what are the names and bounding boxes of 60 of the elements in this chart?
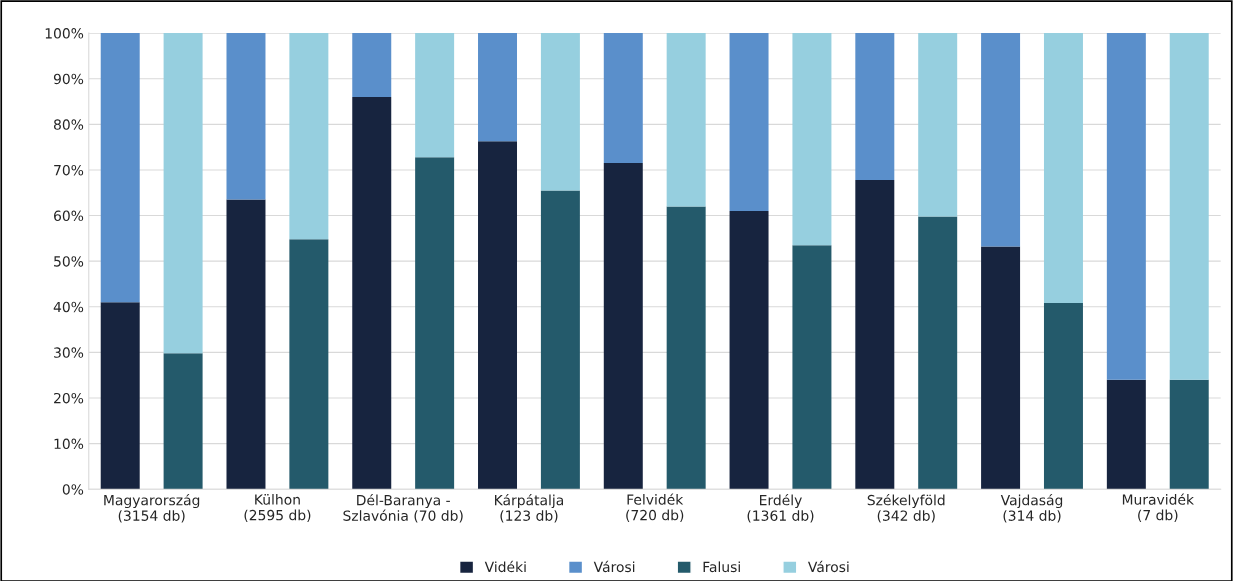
x-tick-label: Muravidék (7 db) bbox=[1122, 493, 1194, 522]
x-tick-label: Külhon (2595 db) bbox=[244, 494, 311, 522]
bar bbox=[478, 33, 518, 142]
bar bbox=[100, 302, 140, 490]
y-tick-label: 70% bbox=[54, 164, 84, 176]
y-tick-label: 50% bbox=[54, 256, 84, 267]
bar bbox=[226, 33, 266, 200]
bar bbox=[415, 157, 455, 490]
bar bbox=[540, 190, 580, 490]
bar bbox=[289, 33, 329, 240]
bar bbox=[792, 245, 832, 490]
bar bbox=[100, 33, 140, 303]
bar bbox=[981, 246, 1021, 490]
bar bbox=[603, 163, 643, 490]
bar bbox=[540, 33, 580, 191]
bar bbox=[918, 33, 958, 217]
bar bbox=[666, 206, 706, 490]
legend-label: Vidéki bbox=[484, 560, 526, 573]
y-tick-label: 10% bbox=[54, 438, 84, 450]
bar bbox=[1043, 303, 1083, 490]
y-tick-label: 40% bbox=[53, 301, 84, 313]
bar bbox=[415, 33, 455, 158]
x-tick-label: Erdély (1361 db) bbox=[747, 494, 814, 523]
bar bbox=[666, 33, 706, 207]
y-tick-label: 0% bbox=[62, 484, 84, 495]
y-tick-label: 30% bbox=[54, 347, 84, 358]
bar bbox=[981, 33, 1021, 247]
y-tick-label: 20% bbox=[54, 392, 84, 404]
x-tick-label: Dél-Baranya - Szlavónia (70 db) bbox=[343, 494, 463, 523]
bar bbox=[226, 199, 266, 490]
y-tick-label: 80% bbox=[53, 119, 84, 130]
bar bbox=[729, 33, 769, 211]
bar bbox=[289, 239, 329, 490]
bar bbox=[855, 179, 895, 490]
bar bbox=[729, 210, 769, 490]
bar bbox=[855, 33, 895, 180]
bar bbox=[1106, 379, 1146, 490]
bar bbox=[352, 96, 392, 490]
x-tick-label: Magyarország (3154 db) bbox=[104, 494, 200, 523]
x-tick-label: Székelyföld (342 db) bbox=[867, 494, 945, 523]
bar bbox=[352, 33, 392, 97]
bar bbox=[1169, 379, 1209, 490]
y-tick-label: 100% bbox=[45, 28, 84, 39]
bar bbox=[603, 33, 643, 164]
bar bbox=[792, 33, 832, 246]
legend-label: Városi bbox=[593, 560, 635, 573]
y-tick-label: 60% bbox=[54, 210, 84, 222]
x-tick-label: Felvidék (720 db) bbox=[626, 493, 684, 522]
bar bbox=[163, 33, 203, 354]
bar bbox=[1043, 33, 1083, 304]
bar bbox=[478, 141, 518, 490]
legend-label: Falusi bbox=[703, 561, 740, 573]
x-tick-label: Vajdaság (314 db) bbox=[1000, 494, 1063, 523]
bar bbox=[163, 353, 203, 490]
bar bbox=[918, 216, 958, 490]
bar bbox=[1106, 33, 1146, 380]
bar bbox=[1169, 33, 1209, 380]
y-tick-label: 90% bbox=[53, 73, 84, 85]
legend-label: Városi bbox=[807, 560, 849, 573]
x-tick-label: Kárpátalja (123 db) bbox=[495, 494, 563, 523]
